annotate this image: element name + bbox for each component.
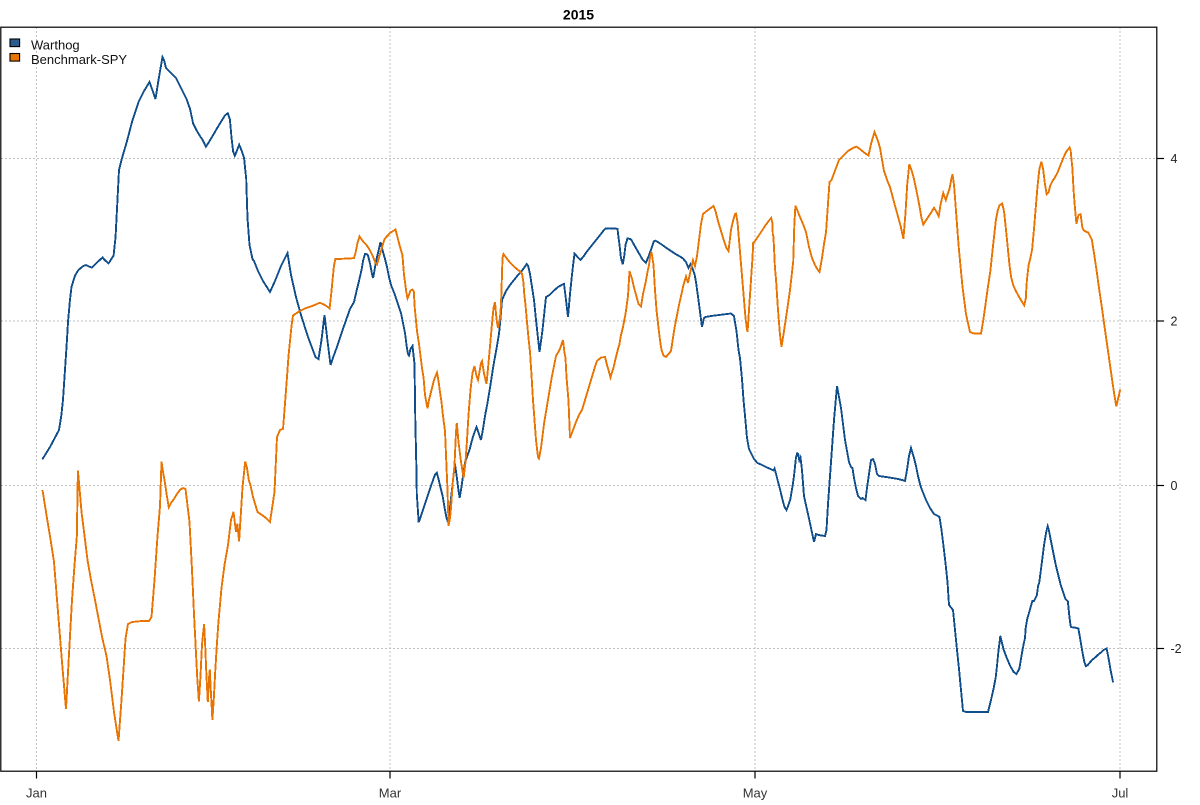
svg-text:Jul: Jul	[1112, 786, 1129, 801]
svg-text:Benchmark-SPY: Benchmark-SPY	[31, 52, 127, 67]
svg-text:0: 0	[1171, 479, 1178, 493]
svg-text:-2: -2	[1171, 642, 1182, 656]
svg-text:Mar: Mar	[379, 786, 402, 801]
svg-text:2: 2	[1171, 315, 1178, 329]
svg-text:Warthog: Warthog	[31, 38, 80, 53]
svg-text:May: May	[743, 786, 768, 801]
svg-text:Jan: Jan	[26, 786, 47, 801]
svg-text:2015: 2015	[563, 7, 594, 23]
svg-text:4: 4	[1171, 152, 1178, 166]
